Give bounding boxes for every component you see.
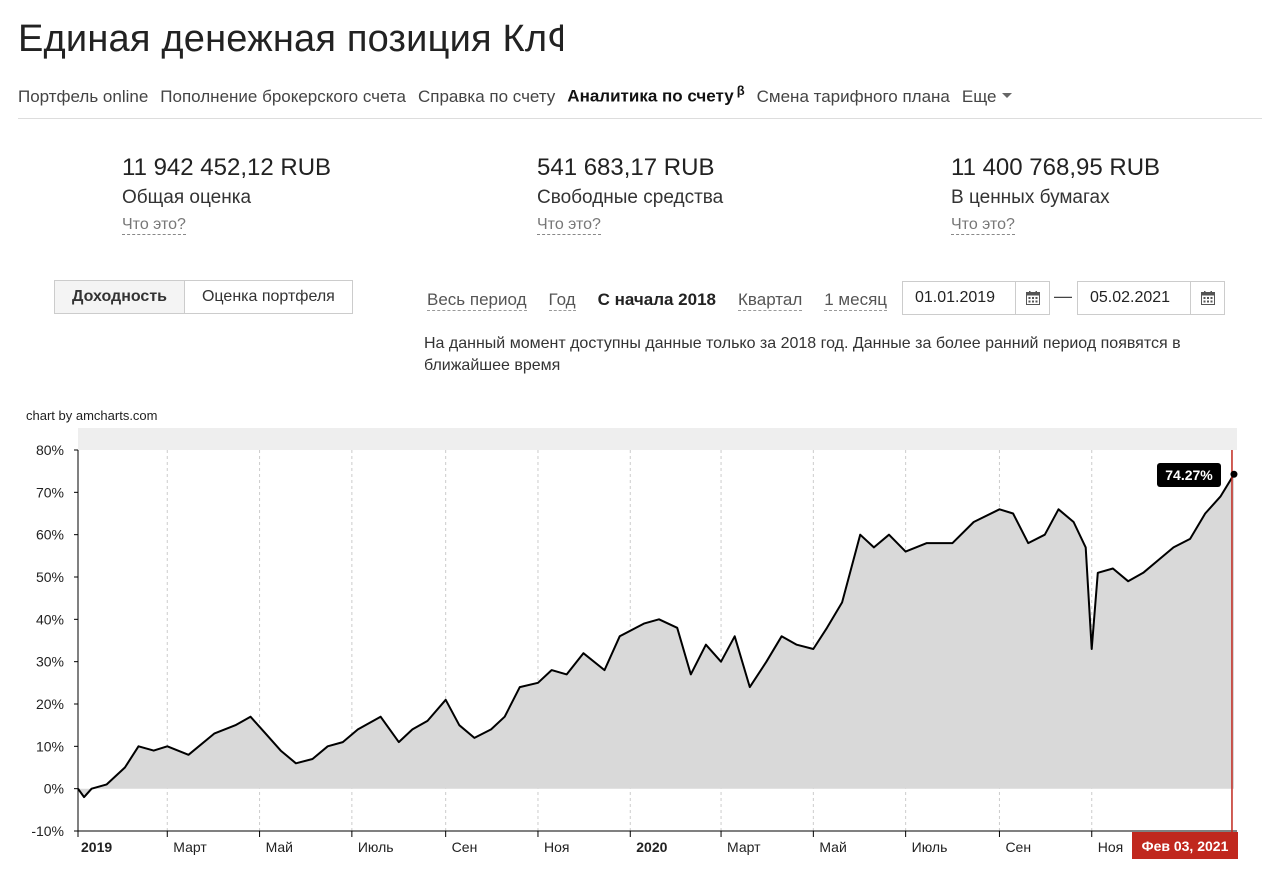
y-tick-label: 80% (36, 442, 64, 458)
y-tick-label: 40% (36, 611, 64, 627)
summary-securities: 11 400 768,95 RUB В ценных бумагах Что э… (951, 154, 1160, 235)
date-range-separator: — (1054, 286, 1072, 306)
nav-item-account-topup[interactable]: Пополнение брокерского счета (160, 86, 406, 106)
x-tick-label: Июль (358, 839, 394, 855)
cursor-date-label: Фев 03, 2021 (1142, 838, 1229, 854)
nav-item-change-tariff[interactable]: Смена тарифного плана (756, 86, 950, 106)
value-tooltip-bg (1157, 463, 1221, 487)
nav-item-more-label: Еще (961, 86, 997, 106)
chevron-down-icon (1002, 92, 1013, 98)
y-tick-label: 0% (44, 781, 64, 797)
y-axis: 80% 70% 60% 50% 40% 30% 20% 10% 0% -10% (31, 442, 79, 839)
beta-badge: β (736, 83, 745, 98)
yield-line (77, 473, 1235, 799)
summary-total-label: Общая оценка (122, 187, 252, 208)
period-all[interactable]: Весь период (427, 290, 527, 311)
calendar-icon[interactable] (1015, 282, 1049, 314)
summary-free-funds-label: Свободные средства (537, 187, 724, 208)
summary-total-help-link[interactable]: Что это? (122, 216, 186, 235)
x-tick-label: Ноя (1098, 839, 1123, 855)
summary-total-amount: 11 942 452,12 RUB (122, 154, 332, 181)
x-tick-label: Июль (912, 839, 948, 855)
cursor-date-badge-bg (1132, 832, 1238, 859)
date-from-input[interactable]: 01.01.2019 (915, 289, 996, 306)
x-tick-label: Сен (1005, 839, 1031, 855)
y-tick-label: -10% (31, 823, 64, 839)
toggle-portfolio-value-button[interactable]: Оценка портфеля (201, 288, 335, 305)
x-tick-label: Март (727, 839, 761, 855)
nav-item-account-analytics[interactable]: Аналитика по счету β (567, 83, 744, 107)
x-tick-label: 2019 (81, 839, 112, 855)
nav-item-account-analytics-label: Аналитика по счету (567, 86, 734, 106)
y-tick-label: 30% (36, 654, 64, 670)
chart-cursor: 74.27% Фев 03, 2021 (1132, 450, 1238, 859)
summary-securities-amount: 11 400 768,95 RUB (951, 154, 1161, 181)
x-tick-label: Март (173, 839, 207, 855)
chart-credit: chart by amcharts.com (26, 408, 158, 423)
nav-divider (18, 118, 1262, 119)
x-tick-label: Ноя (544, 839, 569, 855)
y-tick-label: 20% (36, 696, 64, 712)
nav-item-account-statement[interactable]: Справка по счету (417, 86, 556, 106)
summary-free-funds: 541 683,17 RUB Свободные средства Что эт… (537, 154, 723, 235)
view-toggle: Доходность Оценка портфеля (54, 280, 353, 314)
y-tick-label: 70% (36, 484, 64, 500)
summary-securities-help-link[interactable]: Что это? (951, 216, 1015, 235)
period-quarter[interactable]: Квартал (738, 290, 803, 311)
value-tooltip: 74.27% (1165, 467, 1213, 483)
nav-item-more[interactable]: Еще (962, 87, 1013, 107)
x-tick-label: Май (266, 839, 293, 855)
date-to-field: 05.02.2021 (1077, 281, 1225, 315)
period-since-2018[interactable]: С начала 2018 (597, 290, 716, 309)
date-from-field: 01.01.2019 (902, 281, 1050, 315)
x-tick-label: 2020 (636, 839, 667, 855)
period-selector: Весь период Год С начала 2018 Квартал 1 … (427, 290, 909, 311)
yield-chart[interactable]: 80% 70% 60% 50% 40% 30% 20% 10% 0% -10% 2019 Март М… (0, 420, 1280, 888)
summary-securities-label: В ценных бумагах (951, 187, 1110, 208)
period-month[interactable]: 1 месяц (824, 290, 888, 311)
summary-total: 11 942 452,12 RUB Общая оценка Что это? (122, 154, 331, 235)
yield-area (78, 474, 1234, 798)
nav-item-portfolio-online[interactable]: Портфель online (18, 86, 149, 106)
summary-free-funds-help-link[interactable]: Что это? (537, 216, 601, 235)
y-tick-label: 50% (36, 569, 64, 585)
x-tick-label: Сен (452, 839, 478, 855)
toggle-yield-button[interactable]: Доходность (55, 281, 185, 313)
x-tick-label: Май (819, 839, 846, 855)
page-title: Единая денежная позиция КлФ- (18, 18, 563, 60)
chart-scrollbar[interactable] (78, 428, 1237, 450)
summary-free-funds-amount: 541 683,17 RUB (537, 154, 715, 181)
data-availability-notice: На данный момент доступны данные только … (424, 335, 1181, 374)
account-nav: Портфель online Пополнение брокерского с… (18, 83, 1024, 107)
period-year[interactable]: Год (548, 290, 576, 311)
y-tick-label: 10% (36, 738, 64, 754)
cursor-point (1230, 470, 1238, 478)
x-axis: 2019 Март Май Июль Сен Ноя 2020 Март Май Июль Сен Н… (77, 830, 1237, 855)
date-to-input[interactable]: 05.02.2021 (1090, 289, 1171, 306)
y-tick-label: 60% (36, 527, 64, 543)
calendar-icon[interactable] (1190, 282, 1224, 314)
